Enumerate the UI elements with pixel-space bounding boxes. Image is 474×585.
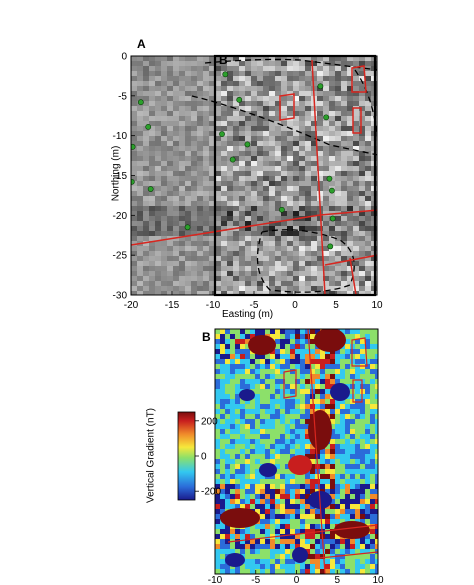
- marker-point: [222, 71, 229, 78]
- b-feature-line-1: [227, 524, 378, 543]
- panel-a-y-ticks: 0 -5 -10 -15 -20 -25 -30: [113, 52, 135, 302]
- x-tick-label: -20: [124, 300, 139, 311]
- anomaly-2: [308, 410, 332, 450]
- marker-point: [278, 206, 285, 213]
- b-x-tick-label: -5: [251, 575, 260, 585]
- b-x-tick-label: 10: [372, 575, 384, 585]
- inset-b-label: B: [219, 53, 228, 67]
- b-x-tick-label: -10: [208, 575, 223, 585]
- zone-boundary-3: [256, 229, 355, 293]
- colorbar-tick-label: 200: [201, 416, 218, 427]
- y-tick-label: -15: [113, 171, 128, 182]
- marker-point: [184, 224, 191, 231]
- marker-point: [131, 143, 136, 150]
- marker-point: [329, 215, 336, 222]
- b-feature-outline-2: [352, 379, 363, 403]
- b-feature-line-2: [319, 551, 378, 559]
- panel-a-magnetic-map: [131, 56, 377, 295]
- zone-boundary-0: [191, 95, 377, 156]
- panel-a-overlays: [131, 58, 377, 295]
- y-axis-title: Northing (m): [110, 145, 122, 202]
- marker-point: [323, 114, 330, 121]
- marker-point: [326, 175, 333, 182]
- colorbar-tick-label: -200: [201, 487, 221, 498]
- y-tick-label: -5: [118, 91, 127, 102]
- x-tick-label: 0: [292, 300, 298, 311]
- anomaly-4: [220, 508, 260, 528]
- feature-line-4: [349, 257, 357, 295]
- feature-outline-1: [351, 65, 367, 93]
- marker-point: [147, 186, 154, 192]
- marker-point: [137, 99, 144, 106]
- y-tick-label: -30: [113, 291, 128, 302]
- panel-b-vertical-gradient-map: [215, 329, 378, 574]
- feature-line-0: [131, 214, 321, 246]
- b-feature-outline-1: [351, 337, 368, 367]
- b-x-tick-label: 0: [294, 575, 300, 585]
- anomaly-11: [292, 547, 308, 563]
- anomaly-10: [225, 553, 245, 567]
- y-tick-label: -10: [113, 131, 128, 142]
- anomaly-7: [330, 383, 350, 401]
- x-tick-label: -10: [206, 300, 221, 311]
- colorbar-tick-label: 0: [201, 452, 207, 463]
- anomaly-0: [248, 335, 276, 355]
- anomaly-5: [334, 521, 370, 539]
- marker-point: [236, 96, 243, 103]
- colorbar: [177, 411, 196, 501]
- feature-outline-0: [279, 93, 295, 121]
- b-x-tick-label: 5: [334, 575, 340, 585]
- panel-a-label: A: [137, 37, 146, 51]
- panel-b-label: B: [202, 330, 211, 344]
- panel-a-x-ticks: -20 -15 -10 -5 0 5 10: [124, 291, 383, 311]
- anomaly-6: [239, 389, 255, 401]
- marker-point: [145, 124, 152, 130]
- marker-point: [244, 141, 251, 148]
- marker-point: [131, 178, 135, 185]
- colorbar-ticks: 200 0 -200: [195, 416, 221, 498]
- y-tick-label: -25: [113, 251, 128, 262]
- y-tick-label: -20: [113, 211, 128, 222]
- marker-point: [327, 243, 334, 250]
- b-feature-outline-0: [283, 369, 297, 399]
- marker-point: [317, 83, 324, 90]
- x-tick-label: -5: [250, 300, 259, 311]
- zone-boundary-1: [204, 58, 377, 71]
- x-axis-title: Easting (m): [222, 309, 274, 320]
- anomaly-3: [288, 455, 312, 475]
- feature-line-1: [319, 209, 377, 216]
- marker-point: [219, 131, 225, 137]
- x-tick-label: 10: [371, 300, 383, 311]
- x-tick-label: 5: [333, 300, 339, 311]
- anomaly-9: [259, 463, 277, 477]
- anomaly-1: [314, 329, 346, 352]
- panel-b-x-ticks: -10 -5 0 5 10: [208, 570, 384, 585]
- b-feature-line-0: [307, 329, 326, 574]
- panel-b-overlays: [227, 329, 378, 574]
- marker-point: [229, 156, 236, 163]
- feature-line-2: [311, 59, 326, 295]
- x-tick-label: -15: [165, 300, 180, 311]
- y-tick-label: 0: [121, 52, 127, 63]
- feature-line-3: [324, 254, 377, 266]
- marker-point: [328, 187, 335, 194]
- colorbar-title: Vertical Gradient (nT): [145, 407, 157, 504]
- feature-outline-2: [352, 107, 362, 134]
